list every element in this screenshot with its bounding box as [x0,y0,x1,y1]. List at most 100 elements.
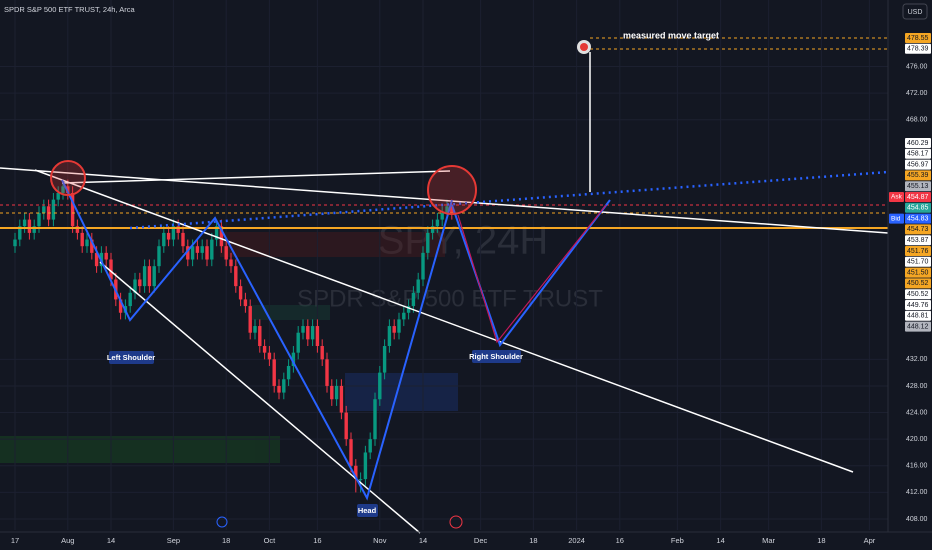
candle-body [133,279,137,293]
y-tick-label: 412.00 [906,489,928,496]
candle-body [315,326,320,347]
candle-body [61,186,65,193]
price-label: 455.13 [907,183,929,190]
candle-body [118,299,123,313]
candle-body [205,246,209,260]
price-label: 458.17 [907,151,929,158]
label-box [472,350,521,363]
candle-body [75,226,80,233]
price-label-box [905,192,931,202]
price-label-box [905,300,931,310]
candle-body [397,319,401,333]
currency[interactable]: USD [908,9,923,16]
price-label: 453.87 [907,237,929,244]
watermark-name: SPDR S&P 500 ETF TRUST [297,285,603,312]
x-tick-label: Aug [61,536,74,545]
axes: 476.00 472.00 468.00 432.00 428.00 424.00 420.… [11,33,931,545]
candle-body [70,192,75,227]
candle-body [450,206,454,213]
price-label-box [905,321,931,332]
x-tick-label: 14 [716,536,724,545]
trend-line [99,261,421,534]
x-tick-label: 16 [616,536,624,545]
zone [0,436,280,463]
candle-body [334,385,339,400]
candle-body [42,206,46,213]
price-label-box [905,213,931,224]
trend-line [34,169,854,473]
price-label-box [905,43,931,54]
candle-body [66,186,70,193]
trend-line [0,167,889,234]
candle-body [166,232,171,240]
candle-body [411,292,416,307]
y-tick-label: 428.00 [906,383,928,390]
price-label-box [905,202,931,213]
candle-body [344,412,348,440]
price-label: 454.83 [907,215,929,222]
candle-body [306,326,310,340]
price-label: 451.70 [907,259,929,266]
x-tick-label: 18 [817,536,825,545]
candle-body [363,452,368,480]
candle-body [368,439,372,453]
candle-body [176,226,180,233]
watermark-symbol: SPY, 24H [378,219,549,263]
price-label: 455.39 [907,172,929,179]
candle-body [80,232,84,247]
y-tick-label: 468.00 [906,117,928,124]
candle-body [440,212,444,220]
price-label: 478.39 [907,46,929,53]
candle-body [243,299,248,307]
price-label-box [905,170,931,181]
candle-body [296,332,300,353]
candle-body [358,479,363,481]
candle-body [190,246,195,260]
zone [250,305,330,320]
header-title: SPDR S&P 500 ETF TRUST, 24h, Arca [4,5,135,14]
candle-body [402,312,406,320]
annotation: Right Shoulder [469,352,523,361]
price-label-box [905,289,931,300]
price-label-box [905,138,931,148]
candle-body [138,279,142,287]
candle-body [109,259,113,280]
candle-body [224,246,228,260]
price-label-box [905,235,931,246]
candle-body [162,232,166,247]
candle-body [234,266,238,287]
candle-body [373,399,377,440]
price-label: 454.87 [907,194,929,201]
candle-body [104,252,108,260]
price-label-box [905,278,931,289]
annotation: Left Shoulder [107,353,155,362]
y-tick-label: 476.00 [906,63,928,70]
price-label: 448.12 [907,323,929,330]
candle-body [18,226,22,240]
y-tick-label: 424.00 [906,409,928,416]
candle-body [354,465,358,480]
annotation: Head [358,506,377,515]
dotted-line [129,170,889,230]
price-label: 456.97 [907,161,929,168]
x-tick-label: 14 [419,536,427,545]
annotations: Left Shoulder Right Shoulder Head measur… [107,30,719,517]
candle-body [200,246,204,253]
candle-body [426,232,430,253]
candle-body [37,212,41,227]
candle-body [94,252,99,267]
x-tick-label: Oct [264,536,277,545]
grid [0,0,888,530]
candle-body [382,346,387,373]
y-tick-label: 408.00 [906,516,928,523]
candle-body [56,192,60,200]
currency-box[interactable] [902,3,928,20]
y-tick-label: 416.00 [906,463,928,470]
candle-body [301,326,305,333]
x-tick-label: 16 [313,536,321,545]
candle-body [416,279,420,293]
event-icon [216,516,228,528]
x-tick-label: 18 [222,536,230,545]
candle-body [147,266,152,287]
